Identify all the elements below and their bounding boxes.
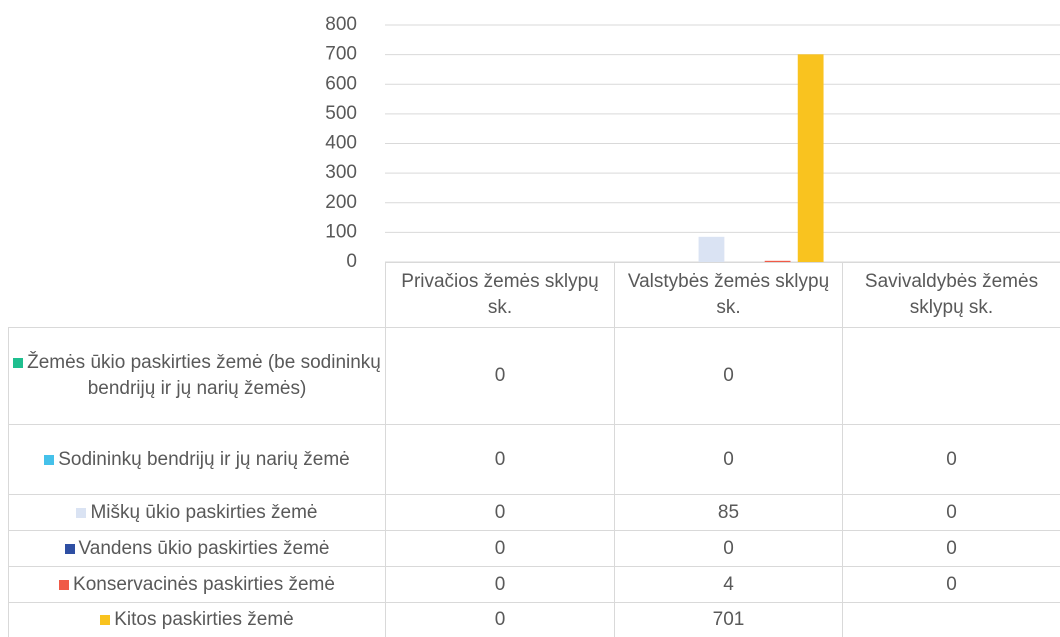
table-cell: 0 <box>842 530 1060 567</box>
legend-entry: Miškų ūkio paskirties žemė <box>76 500 318 526</box>
legend-label: Sodininkų bendrijų ir jų narių žemė <box>58 448 350 470</box>
table-cell: 0 <box>385 530 615 567</box>
table-cell: 0 <box>385 566 615 603</box>
table-cell: 4 <box>614 566 843 603</box>
table-cell: 701 <box>614 602 843 637</box>
legend-key <box>100 615 111 626</box>
y-tick-label: 100 <box>325 221 357 242</box>
bar <box>764 260 791 262</box>
table-cell: 0 <box>385 424 615 495</box>
legend-label: Žemės ūkio paskirties žemė (be sodininkų… <box>27 352 381 399</box>
table-cell: 85 <box>614 494 843 531</box>
bar <box>698 236 725 262</box>
bar <box>797 54 824 262</box>
legend-entry: Kitos paskirties žemė <box>100 607 294 633</box>
table-cell: 0 <box>385 494 615 531</box>
legend-label: Kitos paskirties žemė <box>114 609 294 631</box>
table-cell: 0 <box>614 530 843 567</box>
legend-cell: Sodininkų bendrijų ir jų narių žemė <box>8 424 386 495</box>
y-tick-label: 800 <box>325 14 357 35</box>
table-cell: 0 <box>385 602 615 637</box>
legend-cell: Žemės ūkio paskirties žemė (be sodininkų… <box>8 327 386 425</box>
y-tick-label: 400 <box>325 133 357 154</box>
legend-entry: Vandens ūkio paskirties žemė <box>64 536 330 562</box>
legend-entry: Konservacinės paskirties žemė <box>59 572 335 598</box>
y-tick-label: 200 <box>325 192 357 213</box>
legend-key <box>76 507 87 518</box>
table-cell: 0 <box>385 327 615 425</box>
table-header: Privačios žemės sklypų sk. <box>385 262 615 328</box>
legend-cell: Konservacinės paskirties žemė <box>8 566 386 603</box>
table-cell: 0 <box>614 327 843 425</box>
table-cell: 0 <box>614 424 843 495</box>
legend-key <box>13 358 24 369</box>
legend-cell: Vandens ūkio paskirties žemė <box>8 530 386 567</box>
legend-key <box>64 543 75 554</box>
legend-entry: Žemės ūkio paskirties žemė (be sodininkų… <box>13 350 381 401</box>
y-tick-label: 500 <box>325 103 357 124</box>
table-header: Savivaldybės žemės sklypų sk. <box>842 262 1060 328</box>
legend-cell: Miškų ūkio paskirties žemė <box>8 494 386 531</box>
legend-label: Konservacinės paskirties žemė <box>73 573 335 595</box>
legend-key <box>59 579 70 590</box>
y-tick-label: 600 <box>325 73 357 94</box>
table-cell <box>842 327 1060 425</box>
y-tick-label: 300 <box>325 162 357 183</box>
y-tick-label: 700 <box>325 44 357 65</box>
table-header: Valstybės žemės sklypų sk. <box>614 262 843 328</box>
legend-label: Miškų ūkio paskirties žemė <box>90 501 318 523</box>
table-cell: 0 <box>842 424 1060 495</box>
legend-label: Vandens ūkio paskirties žemė <box>78 537 330 559</box>
table-cell: 0 <box>842 566 1060 603</box>
y-tick-label: 0 <box>346 251 357 272</box>
legend-entry: Sodininkų bendrijų ir jų narių žemė <box>44 447 350 473</box>
legend-cell: Kitos paskirties žemė <box>8 602 386 637</box>
legend-key <box>44 454 55 465</box>
table-cell <box>842 602 1060 637</box>
table-cell: 0 <box>842 494 1060 531</box>
